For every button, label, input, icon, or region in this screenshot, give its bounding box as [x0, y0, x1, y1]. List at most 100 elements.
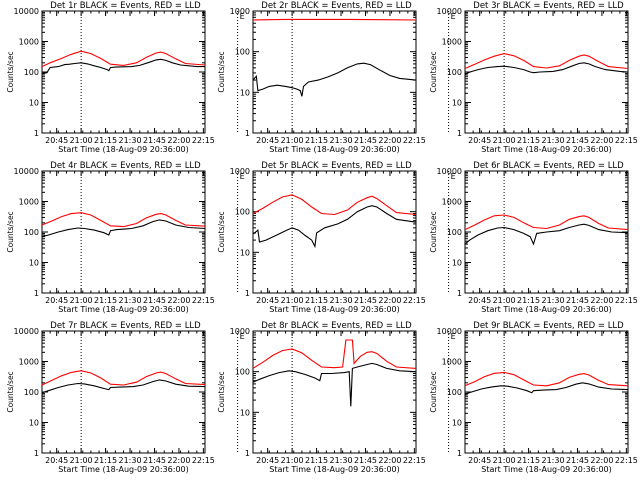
- chart-panel-7: Det 7r BLACK = Events, RED = LLD 1 10 100 10…: [6, 321, 245, 474]
- x-tick-label: 22:00: [167, 296, 190, 305]
- x-tick-label: 22:00: [590, 136, 613, 145]
- y-tick-label: 1: [34, 449, 39, 458]
- x-axis-label: Start Time (18-Aug-09 20:36:00): [58, 305, 189, 314]
- x-axis-label: Start Time (18-Aug-09 20:36:00): [269, 465, 400, 474]
- x-axis-label: Start Time (18-Aug-09 20:36:00): [481, 145, 612, 154]
- x-tick-label: 20:45: [468, 296, 491, 305]
- x-tick-label: 20:45: [256, 136, 279, 145]
- series-line-lld: [464, 371, 629, 387]
- series-line-events: [252, 362, 417, 407]
- x-tick-label: 22:00: [590, 456, 613, 465]
- series-line-lld: [464, 214, 629, 231]
- series-line-events: [464, 223, 629, 246]
- y-axis-label: Counts/sec: [6, 211, 15, 252]
- y-tick-label: 100: [235, 368, 250, 377]
- y-tick-label: 1000: [230, 167, 250, 176]
- y-tick-label: 10: [29, 99, 39, 108]
- y-tick-label: 1: [34, 129, 39, 138]
- x-tick-label: 21:30: [329, 456, 352, 465]
- x-axis-label: Start Time (18-Aug-09 20:36:00): [269, 145, 400, 154]
- chart-panel-6: Det 6r BLACK = Events, RED = LLD 1 10 100 10…: [429, 161, 638, 314]
- y-tick-label: 1: [457, 449, 462, 458]
- x-tick-label: 21:45: [566, 136, 589, 145]
- panel-title: Det 1r BLACK = Events, RED = LLD: [50, 1, 201, 11]
- y-tick-label: 10: [452, 259, 462, 268]
- x-tick-label: 22:00: [167, 456, 190, 465]
- plot-frame: [41, 170, 206, 294]
- y-axis-label: Counts/sec: [429, 211, 438, 252]
- y-tick-label: 1: [245, 289, 250, 298]
- y-tick-label: 1000: [19, 38, 39, 47]
- series-line-lld: [41, 370, 206, 386]
- x-tick-label: 21:30: [541, 136, 564, 145]
- x-tick-label: 21:00: [281, 136, 304, 145]
- x-tick-label: 21:30: [541, 456, 564, 465]
- y-tick-label: 10: [29, 259, 39, 268]
- x-axis-label: Start Time (18-Aug-09 20:36:00): [58, 465, 189, 474]
- x-tick-label: 20:45: [45, 296, 68, 305]
- series-line-events: [41, 219, 206, 238]
- annotation-label: E: [240, 172, 245, 181]
- x-tick-label: 20:45: [468, 136, 491, 145]
- y-tick-label: 100: [24, 388, 39, 397]
- chart-panel-5: Det 5r BLACK = Events, RED = LLD 1 10 100 10…: [217, 161, 456, 314]
- x-tick-label: 22:15: [192, 456, 215, 465]
- panel-title: Det 2r BLACK = Events, RED = LLD: [261, 1, 412, 11]
- x-axis-label: Start Time (18-Aug-09 20:36:00): [58, 145, 189, 154]
- series-line-events: [41, 58, 205, 74]
- series-line-lld: [252, 339, 417, 369]
- annotation-label: E: [240, 12, 245, 21]
- x-tick-label: 22:00: [590, 296, 613, 305]
- series-line-events: [252, 62, 417, 97]
- x-tick-label: 21:30: [118, 456, 141, 465]
- x-tick-label: 21:00: [281, 456, 304, 465]
- x-tick-label: 22:15: [403, 456, 426, 465]
- annotation-label: E: [451, 12, 456, 21]
- y-tick-label: 100: [447, 228, 462, 237]
- x-tick-label: 20:45: [468, 456, 491, 465]
- x-tick-label: 21:45: [354, 456, 377, 465]
- x-tick-label: 21:00: [70, 456, 93, 465]
- x-tick-label: 21:45: [143, 456, 166, 465]
- x-tick-label: 21:45: [143, 296, 166, 305]
- y-tick-label: 10: [29, 419, 39, 428]
- x-axis-label: Start Time (18-Aug-09 20:36:00): [481, 305, 612, 314]
- y-tick-label: 1: [457, 289, 462, 298]
- x-tick-label: 20:45: [256, 456, 279, 465]
- y-tick-label: 1000: [19, 358, 39, 367]
- x-tick-label: 21:00: [493, 456, 516, 465]
- y-tick-label: 10000: [14, 327, 39, 336]
- plot-frame: [464, 330, 629, 454]
- y-tick-label: 10: [240, 88, 250, 97]
- x-tick-label: 21:15: [305, 136, 328, 145]
- y-axis-label: Counts/sec: [6, 51, 15, 92]
- series-line-lld: [41, 212, 206, 228]
- y-tick-label: 1000: [442, 358, 462, 367]
- y-tick-label: 1000: [19, 198, 39, 207]
- series-line-lld: [41, 50, 206, 68]
- y-tick-label: 100: [24, 228, 39, 237]
- series-line-events: [252, 205, 417, 249]
- x-tick-label: 21:15: [517, 296, 540, 305]
- x-tick-label: 22:15: [403, 296, 426, 305]
- y-tick-label: 1000: [230, 327, 250, 336]
- x-tick-label: 21:15: [94, 296, 117, 305]
- x-tick-label: 22:15: [615, 456, 638, 465]
- series-line-events: [464, 62, 629, 75]
- chart-panel-4: Det 4r BLACK = Events, RED = LLD 1 10 100 10…: [6, 161, 245, 314]
- plot-frame: [41, 10, 206, 134]
- panel-title: Det 9r BLACK = Events, RED = LLD: [473, 321, 624, 331]
- y-tick-label: 100: [235, 48, 250, 57]
- x-tick-label: 21:45: [143, 136, 166, 145]
- x-tick-label: 22:15: [192, 136, 215, 145]
- chart-panel-2: Det 2r BLACK = Events, RED = LLD 1 10 100 10…: [217, 1, 456, 154]
- x-tick-label: 21:15: [94, 136, 117, 145]
- chart-panel-9: Det 9r BLACK = Events, RED = LLD 1 10 100 10…: [429, 321, 638, 474]
- annotation-label: E: [451, 172, 456, 181]
- chart-panel-1: Det 1r BLACK = Events, RED = LLD 1 10 100 10…: [6, 1, 245, 154]
- x-tick-label: 22:00: [378, 136, 401, 145]
- x-axis-label: Start Time (18-Aug-09 20:36:00): [481, 465, 612, 474]
- y-tick-label: 1: [245, 129, 250, 138]
- y-tick-label: 1: [245, 449, 250, 458]
